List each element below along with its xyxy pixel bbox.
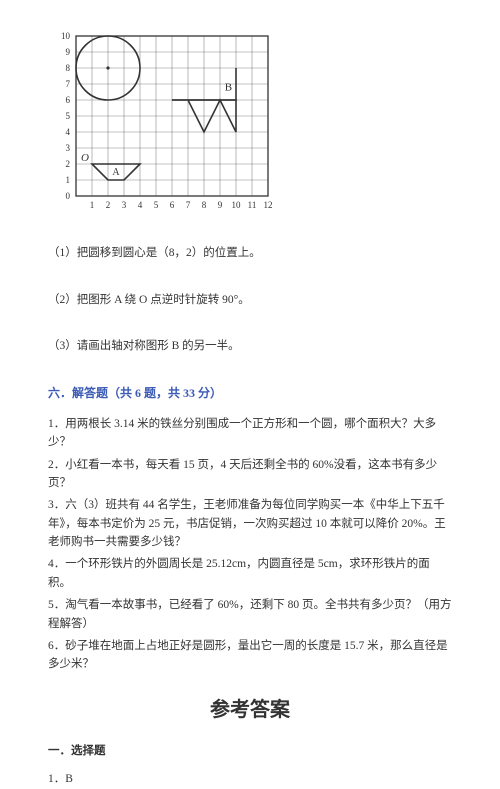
svg-text:6: 6 xyxy=(66,95,71,105)
question-3: （3）请画出轴对称图形 B 的另一半。 xyxy=(48,337,452,355)
answers-title: 参考答案 xyxy=(48,694,452,726)
svg-text:9: 9 xyxy=(66,47,71,57)
svg-text:9: 9 xyxy=(218,200,223,210)
svg-text:7: 7 xyxy=(186,200,191,210)
grid-figure: 109876543210123456789101112OAB xyxy=(48,30,452,222)
svg-text:2: 2 xyxy=(106,200,111,210)
svg-text:5: 5 xyxy=(66,111,71,121)
svg-text:2: 2 xyxy=(66,159,71,169)
section-6-heading: 六．解答题（共 6 题，共 33 分） xyxy=(48,384,452,403)
svg-text:8: 8 xyxy=(66,63,71,73)
svg-text:6: 6 xyxy=(170,200,175,210)
question-2: （2）把图形 A 绕 O 点逆时针旋转 90°。 xyxy=(48,291,452,309)
problem-1: 1．用两根长 3.14 米的铁丝分别围成一个正方形和一个圆，哪个面积大？大多少？ xyxy=(48,415,452,452)
svg-text:4: 4 xyxy=(66,127,71,137)
svg-text:5: 5 xyxy=(154,200,159,210)
question-1: （1）把圆移到圆心是（8，2）的位置上。 xyxy=(48,244,452,262)
svg-text:B: B xyxy=(225,81,232,93)
problem-3: 3．六（3）班共有 44 名学生，王老师准备为每位同学购买一本《中华上下五千年》… xyxy=(48,496,452,551)
svg-text:11: 11 xyxy=(248,200,257,210)
problem-5: 5．淘气看一本故事书，已经看了 60%，还剩下 80 页。全书共有多少页？（用方… xyxy=(48,596,452,633)
svg-text:4: 4 xyxy=(138,200,143,210)
svg-text:3: 3 xyxy=(122,200,127,210)
svg-text:10: 10 xyxy=(232,200,242,210)
grid-svg: 109876543210123456789101112OAB xyxy=(48,30,280,216)
answer-1: 1．B xyxy=(48,770,452,788)
problem-4: 4．一个环形铁片的外圆周长是 25.12cm，内圆直径是 5cm，求环形铁片的面… xyxy=(48,555,452,592)
svg-text:O: O xyxy=(81,152,89,164)
svg-text:1: 1 xyxy=(90,200,95,210)
svg-text:10: 10 xyxy=(61,31,71,41)
svg-text:0: 0 xyxy=(66,191,71,201)
svg-text:A: A xyxy=(112,167,120,178)
svg-text:8: 8 xyxy=(202,200,207,210)
svg-text:7: 7 xyxy=(66,79,71,89)
svg-text:1: 1 xyxy=(66,175,71,185)
svg-text:12: 12 xyxy=(264,200,273,210)
answers-subhead: 一．选择题 xyxy=(48,742,452,760)
problem-2: 2．小红看一本书，每天看 15 页，4 天后还剩全书的 60%没看，这本书有多少… xyxy=(48,456,452,493)
problem-6: 6．砂子堆在地面上占地正好是圆形，量出它一周的长度是 15.7 米，那么直径是多… xyxy=(48,637,452,674)
svg-text:3: 3 xyxy=(66,143,71,153)
